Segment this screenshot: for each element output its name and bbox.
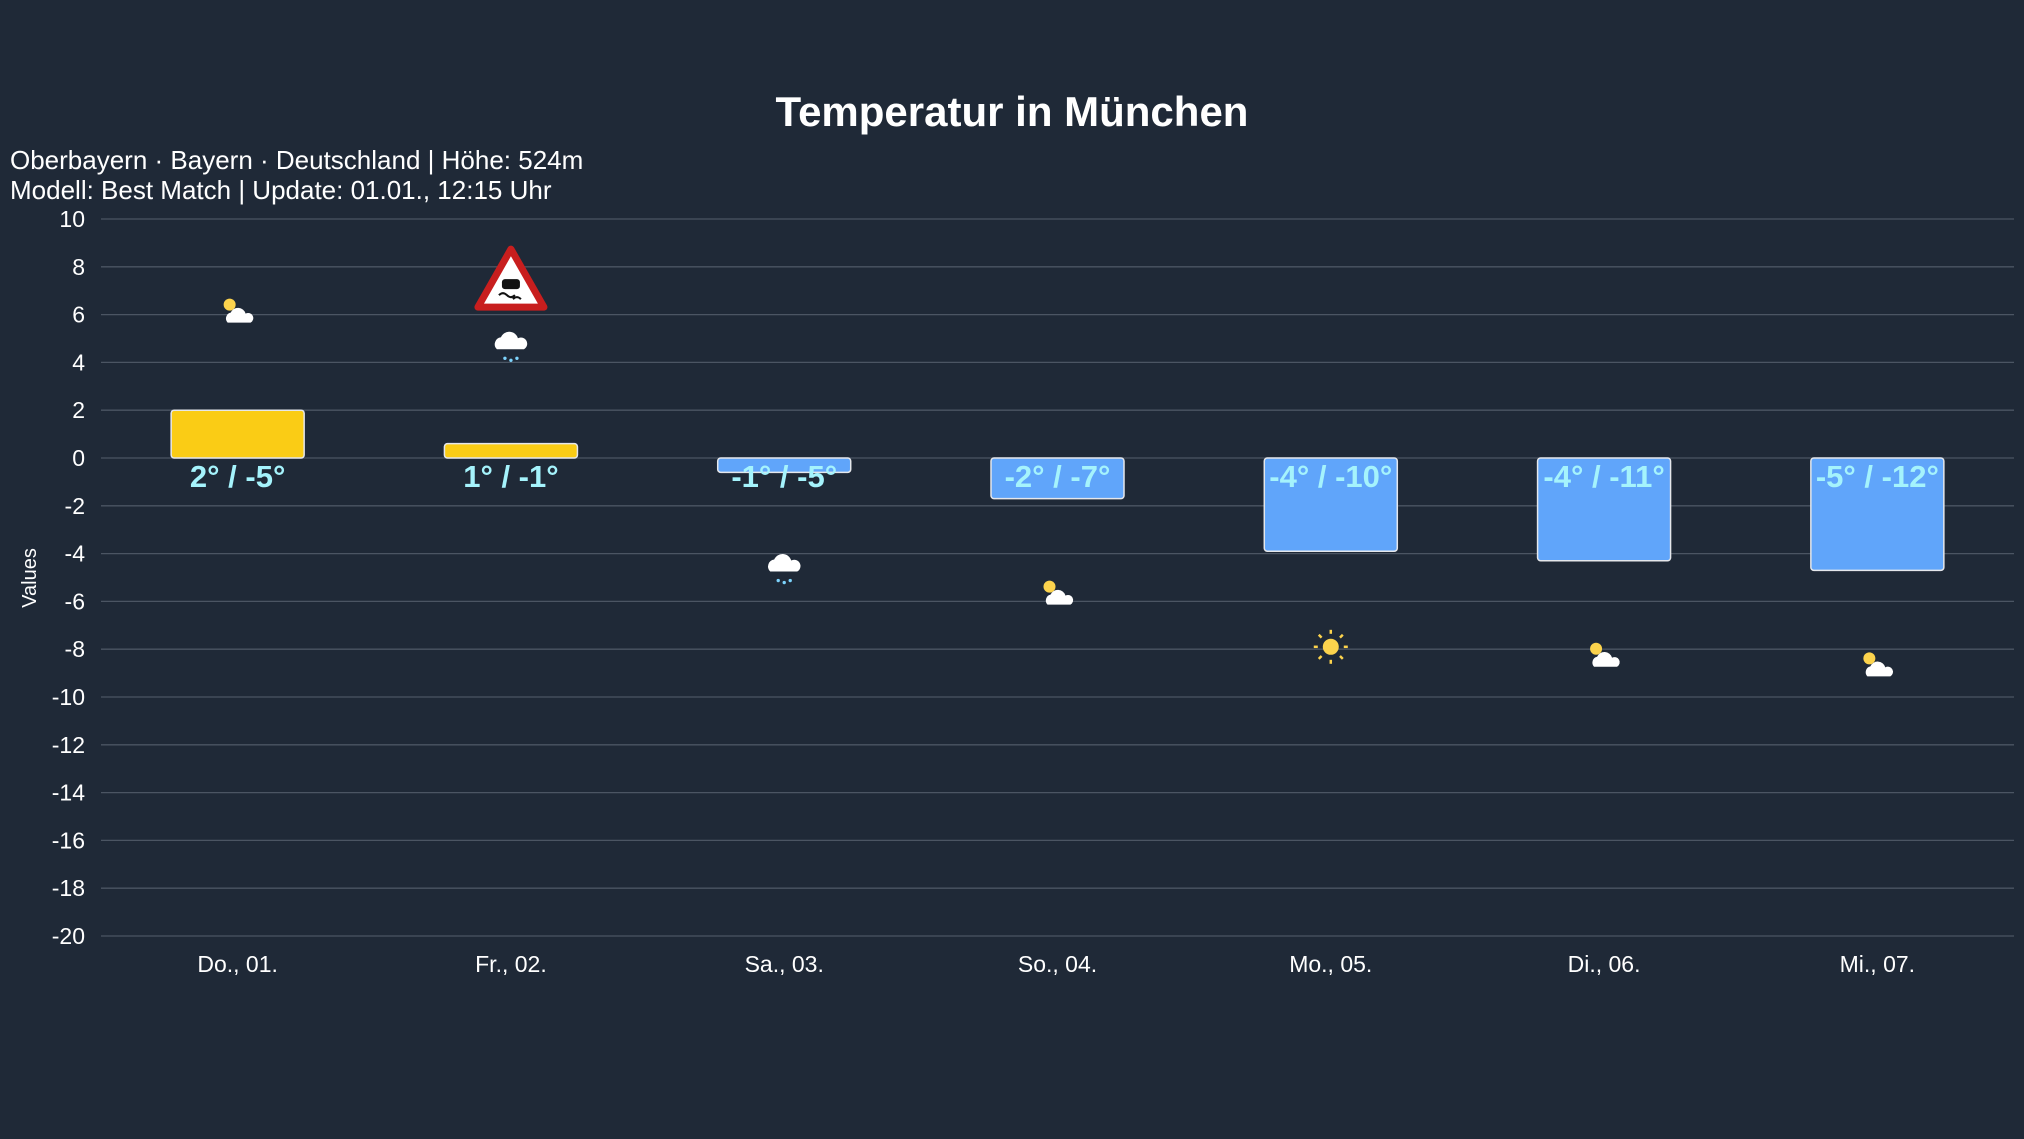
sun-icon [1313, 629, 1348, 664]
bar-data-label: 2° / -5° [190, 459, 285, 494]
x-tick-label: So., 04. [1018, 951, 1097, 977]
x-tick-label: Di., 06. [1568, 951, 1641, 977]
bar-data-label: -4° / -10° [1269, 459, 1392, 494]
y-tick-label: 2 [72, 397, 85, 423]
bar [170, 409, 305, 459]
bar [1536, 457, 1672, 562]
partly-cloudy-icon [1590, 642, 1620, 667]
snow-icon [768, 553, 801, 585]
chart-subtitle-line-1: Oberbayern · Bayern · Deutschland | Höhe… [10, 145, 583, 175]
y-tick-label: 10 [59, 206, 85, 232]
partly-cloudy-icon [1043, 580, 1074, 605]
bar [990, 457, 1125, 500]
bar [1263, 457, 1399, 552]
y-axis-label: Values [19, 548, 41, 608]
y-tick-label: -10 [52, 684, 85, 710]
y-tick-label: -12 [52, 732, 85, 758]
y-tick-label: 4 [72, 349, 85, 375]
y-tick-label: -8 [65, 636, 85, 662]
chart-title: Temperatur in München [776, 88, 1249, 135]
y-tick-label: -4 [65, 541, 86, 567]
y-tick-label: -6 [65, 588, 85, 614]
bar-data-label: -4° / -11° [1543, 459, 1664, 494]
snow-icon [494, 331, 528, 362]
y-tick-label: -20 [52, 923, 85, 949]
bar [443, 442, 579, 459]
y-tick-label: 0 [72, 445, 85, 471]
y-tick-label: -2 [65, 493, 85, 519]
slippery-road-warning-icon [474, 245, 548, 311]
bar [716, 457, 852, 474]
chart-subtitle-line-2: Modell: Best Match | Update: 01.01., 12:… [10, 175, 552, 205]
bar-data-label: -2° / -7° [1005, 459, 1111, 494]
y-tick-label: -18 [52, 875, 85, 901]
y-tick-label: 8 [72, 254, 85, 280]
x-tick-label: Do., 01. [197, 951, 278, 977]
x-tick-label: Fr., 02. [475, 951, 547, 977]
y-tick-label: -14 [52, 780, 85, 806]
x-tick-label: Sa., 03. [745, 951, 824, 977]
x-tick-label: Mo., 05. [1289, 951, 1372, 977]
partly-cloudy-icon [223, 298, 254, 323]
y-tick-label: -16 [52, 827, 85, 853]
x-tick-label: Mi., 07. [1840, 951, 1915, 977]
bar [1810, 457, 1945, 572]
bar-data-label: -1° / -5° [731, 459, 837, 494]
bar-data-label: -5° / -12° [1816, 459, 1939, 494]
partly-cloudy-icon [1863, 652, 1894, 677]
bar-data-label: 1° / -1° [463, 459, 558, 494]
y-tick-label: 6 [72, 302, 85, 328]
